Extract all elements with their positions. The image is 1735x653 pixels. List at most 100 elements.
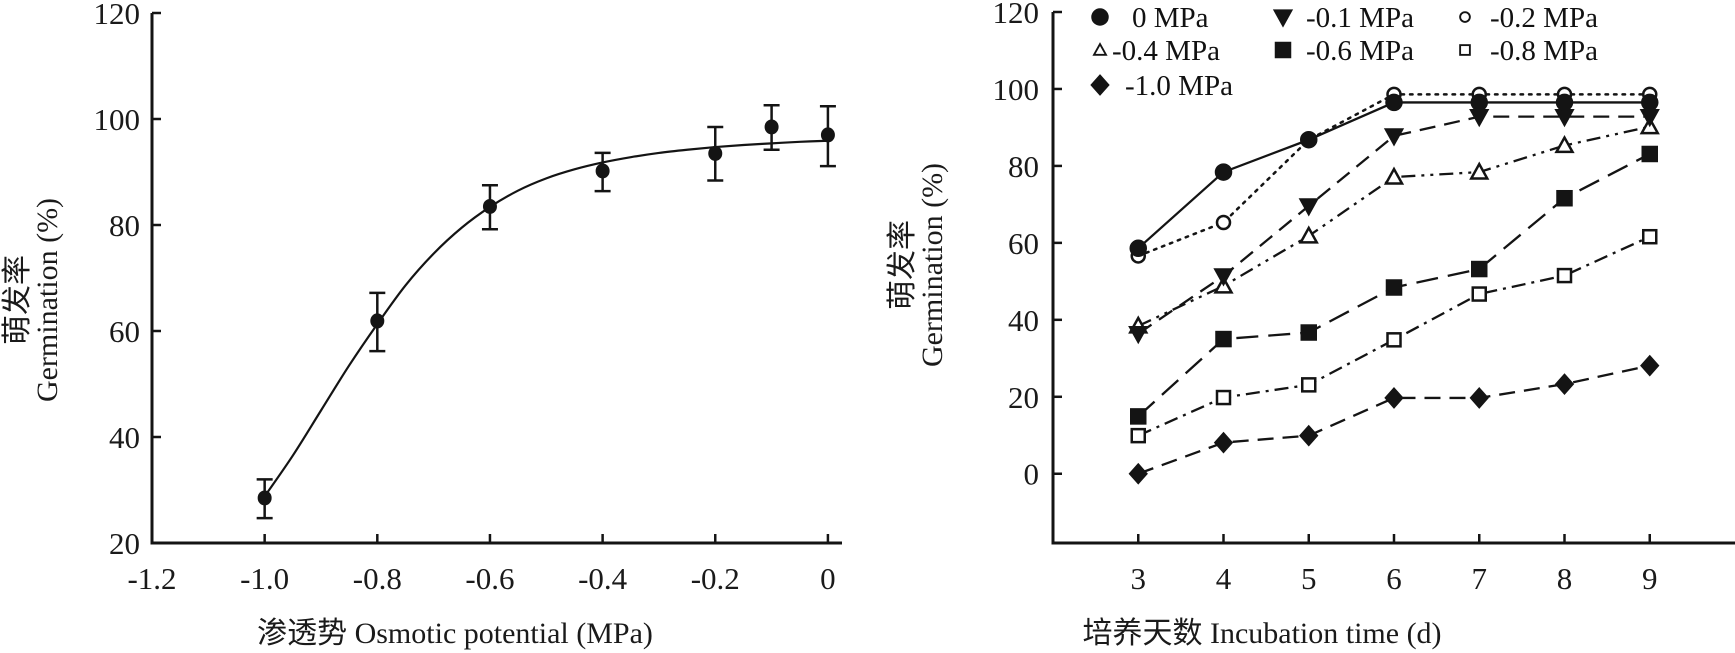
data-point bbox=[1642, 228, 1658, 245]
series-markers-layer bbox=[1128, 86, 1660, 485]
legend-marker-icon bbox=[1274, 41, 1292, 59]
y-axis-title-cn: 萌发率 bbox=[886, 220, 919, 310]
x-tick-label: -0.4 bbox=[578, 561, 628, 596]
data-point bbox=[1640, 354, 1660, 377]
legend-item: -0.2 MPa bbox=[1459, 2, 1598, 34]
series-markers-01mpa bbox=[1128, 109, 1660, 345]
x-axis-title: 培养天数 Incubation time (d) bbox=[1082, 617, 1441, 650]
data-point bbox=[1215, 330, 1232, 348]
data-point bbox=[1556, 267, 1573, 284]
y-axis-title: 萌发率 Germination (%) bbox=[1, 198, 64, 402]
y-tick-label: 20 bbox=[109, 526, 140, 561]
data-point bbox=[1383, 166, 1405, 185]
x-tick-label: 5 bbox=[1301, 561, 1317, 596]
y-tick-label: 120 bbox=[94, 0, 141, 31]
y-tick-label: 100 bbox=[993, 72, 1040, 107]
point-marker bbox=[257, 490, 272, 506]
y-axis-title-en: Germination (%) bbox=[31, 198, 64, 402]
data-point bbox=[1130, 408, 1147, 425]
data-point bbox=[1301, 377, 1317, 393]
y-ticks: 20 40 60 80 100 120 bbox=[94, 0, 161, 561]
legend-label: -1.0 MPa bbox=[1125, 70, 1233, 102]
x-tick-label: 0 bbox=[820, 561, 836, 596]
legend-marker-icon bbox=[1459, 11, 1471, 23]
x-tick-label: -0.2 bbox=[691, 561, 740, 596]
legend: 0 MPa -0.1 MPa -0.2 MPa -0.4 MPa -0.6 MPa -0.… bbox=[1090, 2, 1598, 102]
x-tick-label: -1.2 bbox=[127, 561, 176, 596]
y-tick-label: 80 bbox=[109, 208, 140, 243]
y-tick-label: 40 bbox=[1008, 303, 1039, 338]
legend-item: -1.0 MPa bbox=[1090, 70, 1233, 102]
series-line-04mpa bbox=[1137, 125, 1650, 328]
data-point bbox=[369, 291, 386, 353]
data-point bbox=[1555, 93, 1574, 112]
point-marker bbox=[482, 198, 497, 214]
y-tick-label: 80 bbox=[1008, 149, 1039, 184]
legend-item: 0 MPa bbox=[1091, 2, 1209, 34]
data-point bbox=[1215, 214, 1232, 231]
y-tick-label: 0 bbox=[1024, 457, 1040, 492]
data-point bbox=[1641, 145, 1658, 163]
data-points-layer bbox=[256, 103, 836, 520]
data-point bbox=[1386, 332, 1402, 348]
data-point bbox=[1641, 93, 1659, 112]
y-axis-title: 萌发率 Germination (%) bbox=[886, 163, 949, 367]
data-point bbox=[481, 184, 498, 231]
series-line-10mpa bbox=[1137, 364, 1650, 475]
x-tick-label: 7 bbox=[1472, 561, 1488, 596]
data-point bbox=[1128, 462, 1148, 485]
data-point bbox=[1213, 431, 1234, 454]
data-point bbox=[1130, 427, 1146, 444]
series-markers-08mpa bbox=[1130, 228, 1658, 444]
point-marker bbox=[595, 163, 610, 179]
data-point bbox=[1213, 268, 1234, 287]
legend-item: -0.8 MPa bbox=[1459, 35, 1598, 67]
x-tick-label: -0.6 bbox=[465, 561, 514, 596]
x-tick-label: -1.0 bbox=[240, 561, 289, 596]
y-tick-label: 60 bbox=[1008, 226, 1039, 261]
legend-item: -0.4 MPa bbox=[1092, 35, 1220, 67]
data-point bbox=[707, 125, 724, 182]
legend-marker-icon bbox=[1092, 42, 1108, 56]
point-marker bbox=[370, 313, 385, 329]
legend-marker-icon bbox=[1272, 9, 1294, 28]
legend-label: -0.6 MPa bbox=[1306, 35, 1414, 67]
data-point bbox=[1384, 387, 1404, 409]
data-point bbox=[1300, 324, 1317, 341]
data-point bbox=[763, 103, 780, 151]
series-markers-04mpa bbox=[1128, 116, 1660, 334]
y-tick-label: 20 bbox=[1008, 380, 1039, 415]
data-point bbox=[1554, 134, 1575, 154]
legend-label: 0 MPa bbox=[1132, 2, 1209, 34]
y-tick-label: 120 bbox=[993, 0, 1040, 30]
point-marker bbox=[820, 127, 835, 143]
data-point bbox=[1556, 189, 1573, 207]
x-tick-label: -0.8 bbox=[353, 561, 402, 596]
data-point bbox=[1554, 373, 1575, 395]
data-point bbox=[1470, 93, 1488, 112]
legend-item: -0.1 MPa bbox=[1272, 2, 1414, 34]
data-point bbox=[1471, 286, 1487, 302]
legend-item: -0.6 MPa bbox=[1274, 35, 1414, 67]
chart-germination-vs-osmotic-potential: 20 40 60 80 100 120 -1.2 -1.0 -0.8 -0.6 -0.4 -0.2 0… bbox=[1, 0, 842, 650]
x-axis-title: 渗透势 Osmotic potential (MPa) bbox=[257, 617, 653, 650]
x-tick-label: 6 bbox=[1386, 561, 1402, 596]
point-marker bbox=[764, 119, 779, 135]
data-point bbox=[1299, 424, 1319, 447]
legend-label: -0.8 MPa bbox=[1490, 35, 1598, 67]
y-axis-title-en: Germination (%) bbox=[916, 163, 949, 367]
legend-label: -0.1 MPa bbox=[1306, 2, 1414, 34]
y-axis-title-cn: 萌发率 bbox=[1, 255, 34, 345]
fit-curve-layer bbox=[263, 139, 828, 497]
y-tick-label: 40 bbox=[109, 420, 140, 455]
data-point bbox=[1471, 260, 1488, 278]
y-tick-label: 60 bbox=[109, 314, 140, 349]
series-line-01mpa bbox=[1137, 115, 1650, 335]
data-point bbox=[1129, 239, 1147, 258]
x-tick-label: 8 bbox=[1557, 561, 1573, 596]
data-point bbox=[1469, 387, 1489, 409]
data-point bbox=[1298, 198, 1319, 217]
series-markers-06mpa bbox=[1130, 145, 1658, 425]
